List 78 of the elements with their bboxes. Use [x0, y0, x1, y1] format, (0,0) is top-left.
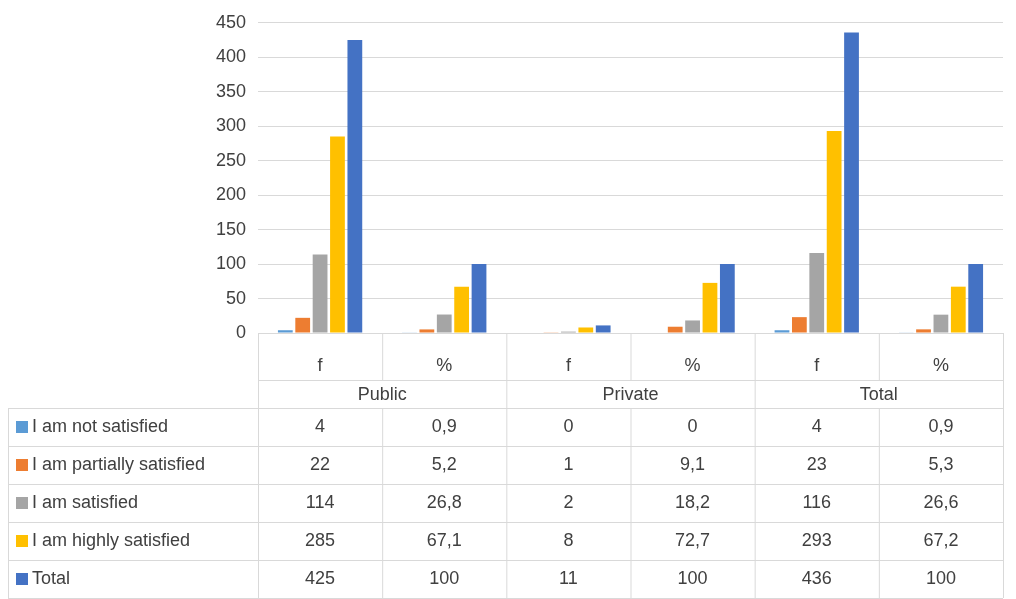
legend-label: I am highly satisfied: [32, 529, 191, 550]
bar: [950, 286, 966, 333]
text: Private: [602, 383, 659, 404]
data-label: 436: [801, 567, 832, 588]
bar: [968, 264, 984, 333]
data-label: 0,9: [928, 415, 954, 436]
bar: [826, 131, 842, 333]
data-label: 67,2: [923, 529, 959, 550]
data-label: 9,1: [680, 453, 706, 474]
bar: [454, 286, 470, 333]
data-label: 67,1: [426, 529, 462, 550]
bar: [595, 325, 611, 333]
x-tick-label: f: [565, 354, 572, 375]
data-label: 26,8: [426, 491, 462, 512]
bar: [419, 329, 435, 333]
data-label: 11: [559, 567, 578, 588]
bar: [791, 317, 807, 333]
data-label: 100: [429, 567, 460, 588]
bar: [312, 254, 328, 333]
bar: [330, 136, 345, 333]
data-label: 22: [310, 453, 331, 474]
data-label: 1: [563, 453, 574, 474]
data-label: 114: [305, 491, 335, 512]
data-label: 0,9: [431, 415, 457, 436]
data-label: 18,2: [675, 491, 711, 512]
data-label: 116: [802, 491, 832, 512]
x-tick-label: f: [317, 354, 324, 375]
data-label: 100: [925, 567, 956, 588]
data-label: 0: [563, 415, 574, 436]
bar: [471, 264, 487, 333]
bar: [295, 317, 311, 333]
data-label: 23: [806, 453, 827, 474]
x-tick-label: %: [436, 354, 453, 375]
bar: [809, 253, 825, 333]
y-tick-label: 450: [215, 11, 246, 32]
y-tick-label: 350: [215, 80, 246, 101]
legend-label: I am satisfied: [32, 491, 139, 512]
data-label: 5,2: [431, 453, 457, 474]
legend-label: I am partially satisfied: [32, 453, 206, 474]
legend-label: I am not satisfied: [32, 415, 169, 436]
x-tick-label: %: [932, 354, 949, 375]
y-tick-label: 250: [215, 149, 246, 170]
data-label: 425: [305, 567, 336, 588]
data-label: 8: [563, 529, 574, 550]
legend-label: Total: [32, 567, 71, 588]
x-tick-label: %: [684, 354, 701, 375]
bar: [667, 326, 683, 333]
data-label: 0: [687, 415, 698, 436]
y-tick-label: 0: [235, 321, 246, 342]
x-tick-label: f: [814, 354, 821, 375]
data-label: 293: [801, 529, 832, 550]
y-tick-label: 300: [215, 115, 246, 136]
bar: [702, 282, 718, 333]
data-label: 2: [563, 491, 574, 512]
data-label: 100: [677, 567, 708, 588]
bar: [685, 320, 700, 333]
y-tick-label: 150: [215, 218, 246, 239]
data-label: 4: [811, 415, 822, 436]
bar: [844, 32, 859, 333]
bar: [436, 314, 452, 333]
data-label: 5,3: [928, 453, 954, 474]
bar: [933, 314, 949, 333]
data-label: 285: [305, 529, 336, 550]
bar: [578, 327, 594, 333]
y-tick-label: 50: [225, 287, 246, 308]
bar: [719, 264, 735, 333]
y-tick-label: 400: [215, 46, 246, 67]
text: Total: [859, 383, 898, 404]
y-tick-label: 200: [215, 184, 246, 205]
data-label: 26,6: [923, 491, 959, 512]
bar: [347, 40, 363, 333]
bar: [277, 330, 293, 333]
text: Public: [357, 383, 407, 404]
data-label: 72,7: [675, 529, 711, 550]
bar: [916, 329, 931, 333]
bar: [774, 330, 790, 333]
y-tick-label: 100: [215, 253, 246, 274]
data-label: 4: [315, 415, 326, 436]
